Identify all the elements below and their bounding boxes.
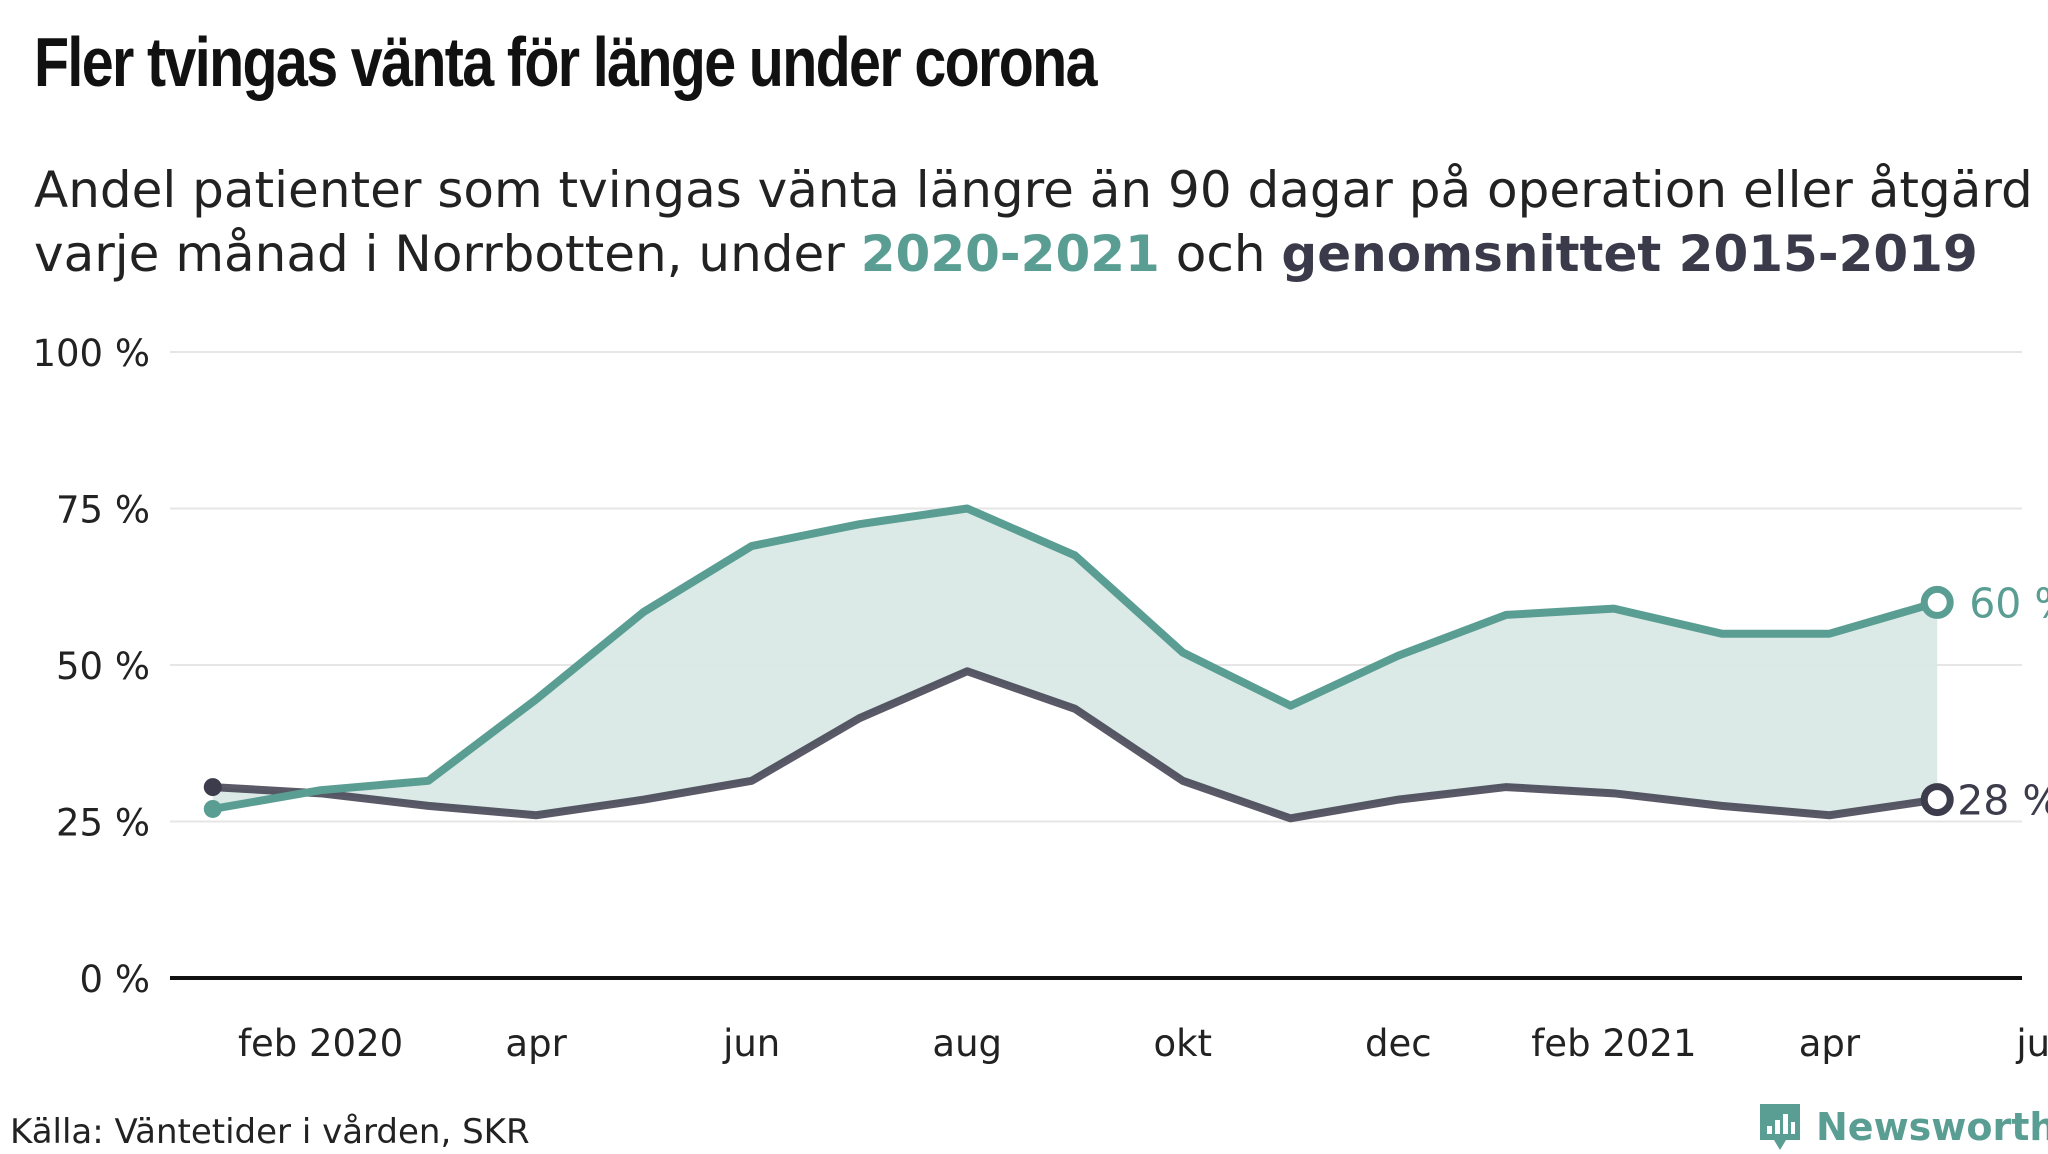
newsworthy-logo-icon — [1760, 1104, 1800, 1150]
subtitle-text: och — [1159, 225, 1282, 283]
y-tick-label: 25 % — [56, 802, 150, 845]
source-note: Källa: Väntetider i vården, SKR — [10, 1112, 530, 1152]
difference-area — [212, 508, 1938, 819]
difference-area-fill — [212, 508, 1938, 819]
y-tick-label: 50 % — [56, 645, 150, 688]
y-tick-label: 0 % — [80, 958, 150, 1001]
legend-current-period: 2020-2021 — [860, 225, 1160, 283]
subtitle-text: varje månad i Norrbotten, under — [34, 225, 861, 283]
brand: Newsworthy — [1756, 1100, 2048, 1154]
chart-subtitle: Andel patienter som tvingas vänta längre… — [34, 158, 2033, 286]
end-label-average: 28 % — [1957, 777, 2048, 825]
subtitle-line-1: Andel patienter som tvingas vänta längre… — [34, 161, 2033, 219]
brand-name: Newsworthy — [1816, 1105, 2048, 1149]
tick-labels: 0 % 25 % 50 % 75 % 100 % feb 2020 apr jun aug okt… — [32, 332, 2048, 1065]
x-tick-label: feb 2020 — [238, 1022, 403, 1065]
legend-average-period: genomsnittet 2015-2019 — [1281, 225, 1978, 283]
x-tick-label: okt — [1153, 1022, 1212, 1065]
series-lines — [208, 504, 1942, 823]
x-tick-label: jun — [2015, 1022, 2048, 1065]
x-tick-label: apr — [1799, 1022, 1861, 1065]
start-point-average — [203, 778, 222, 797]
x-tick-label: aug — [932, 1022, 1002, 1065]
end-label-current: 60 % — [1969, 579, 2048, 627]
end-point-current — [1920, 585, 1954, 619]
start-point-current — [203, 799, 222, 818]
series-line-current — [208, 504, 1942, 813]
series-markers: 60 % 28 % — [203, 579, 2048, 825]
x-tick-label: apr — [505, 1022, 567, 1065]
x-tick-label: dec — [1365, 1022, 1432, 1065]
subtitle-line-2: varje månad i Norrbotten, under 2020-202… — [34, 222, 2033, 286]
y-tick-label: 100 % — [32, 332, 150, 375]
y-tick-label: 75 % — [56, 489, 150, 532]
end-point-average — [1920, 783, 1954, 817]
chart-title: Fler tvingas vänta för länge under coron… — [34, 23, 1098, 101]
x-tick-label: feb 2021 — [1531, 1022, 1696, 1065]
series-line-average — [208, 667, 1942, 823]
x-tick-label: jun — [722, 1022, 780, 1065]
